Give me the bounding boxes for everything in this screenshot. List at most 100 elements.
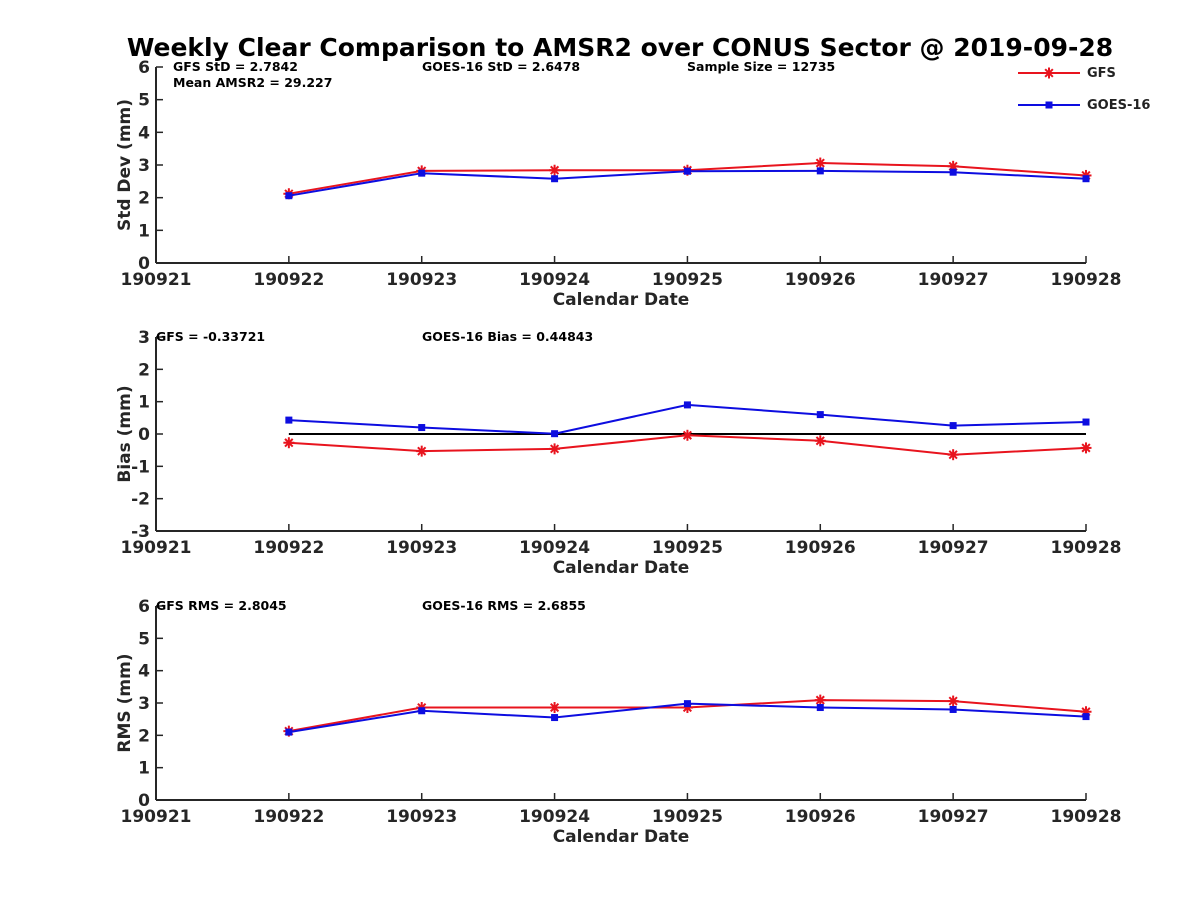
panel-1: -3 -2 -1 0 1 2 3 190921 190922 190923 190924 190925…: [115, 328, 1121, 578]
data-point-gfs: [814, 157, 826, 169]
y-tick-label: 4: [138, 662, 150, 682]
series-line-goes-16: [288, 403, 1087, 435]
data-point-goes-16: [949, 705, 957, 713]
legend-label-1: GOES-16: [1087, 98, 1150, 113]
stat-annotation: GOES-16 Bias = 0.44843: [422, 329, 593, 344]
y-tick-label: 0: [138, 791, 150, 811]
data-point-goes-16: [551, 430, 559, 438]
x-tick-label: 190924: [519, 807, 590, 827]
x-tick-label: 190926: [785, 270, 856, 290]
data-point-goes-16: [418, 169, 426, 177]
x-tick-label: 190927: [918, 807, 989, 827]
legend-label-0: GFS: [1087, 66, 1116, 81]
data-point-gfs: [416, 445, 428, 457]
y-tick-label: 3: [138, 156, 150, 176]
x-tick-label: 190927: [918, 538, 989, 558]
y-tick-label: 5: [138, 91, 150, 111]
data-point-goes-16: [683, 401, 691, 409]
legend-marker-1: [1045, 101, 1053, 109]
x-tick-label: 190928: [1051, 538, 1122, 558]
x-tick-label: 190923: [386, 807, 457, 827]
stat-annotation: GFS StD = 2.7842: [173, 59, 298, 74]
legend: GFS GOES-16: [1018, 66, 1150, 113]
x-tick-label: 190928: [1051, 270, 1122, 290]
y-tick-label: 2: [138, 360, 150, 380]
data-point-gfs: [549, 443, 561, 455]
x-axis-label: Calendar Date: [553, 827, 690, 847]
chart-panels: 0 1 2 3 4 5 6 190921 190922 190923 190924 190925 190…: [115, 58, 1121, 847]
y-tick-label: 0: [138, 425, 150, 445]
x-tick-label: 190925: [652, 807, 723, 827]
y-tick-label: 4: [138, 123, 150, 143]
stat-annotation: GOES-16 StD = 2.6478: [422, 59, 580, 74]
data-point-goes-16: [816, 411, 824, 419]
y-tick-label: -2: [131, 490, 150, 510]
data-point-goes-16: [1082, 713, 1090, 721]
y-tick-label: 1: [138, 759, 150, 779]
data-point-goes-16: [816, 704, 824, 712]
data-point-gfs: [681, 429, 693, 441]
data-point-goes-16: [949, 168, 957, 176]
panel-0: 0 1 2 3 4 5 6 190921 190922 190923 190924 190925 190…: [115, 58, 1121, 310]
data-point-goes-16: [683, 700, 691, 708]
stat-annotation: GFS = -0.33721: [156, 329, 265, 344]
y-tick-label: 5: [138, 629, 150, 649]
data-point-goes-16: [285, 416, 293, 424]
x-tick-label: 190928: [1051, 807, 1122, 827]
x-tick-label: 190924: [519, 538, 590, 558]
stat-annotation: Mean AMSR2 = 29.227: [173, 75, 332, 90]
x-tick-label: 190927: [918, 270, 989, 290]
x-tick-label: 190923: [386, 538, 457, 558]
y-tick-label: 3: [138, 328, 150, 348]
x-tick-label: 190925: [652, 538, 723, 558]
data-point-goes-16: [418, 424, 426, 432]
data-point-goes-16: [418, 707, 426, 715]
x-tick-label: 190921: [121, 270, 192, 290]
data-point-gfs: [549, 702, 561, 714]
y-tick-label: 2: [138, 726, 150, 746]
x-axis-label: Calendar Date: [553, 290, 690, 310]
data-point-gfs: [1080, 442, 1092, 454]
data-point-gfs: [947, 695, 959, 707]
y-axis-label: Std Dev (mm): [115, 99, 135, 231]
x-axis-label: Calendar Date: [553, 558, 690, 578]
y-tick-label: 1: [138, 221, 150, 241]
data-point-goes-16: [949, 422, 957, 430]
data-point-goes-16: [683, 167, 691, 175]
y-tick-label: 6: [138, 58, 150, 78]
x-tick-label: 190921: [121, 807, 192, 827]
data-point-goes-16: [816, 167, 824, 175]
data-point-goes-16: [551, 175, 559, 183]
y-tick-label: -1: [131, 457, 150, 477]
y-tick-label: 2: [138, 189, 150, 209]
y-tick-label: 6: [138, 597, 150, 617]
x-tick-label: 190926: [785, 807, 856, 827]
data-point-gfs: [283, 437, 295, 449]
x-tick-label: 190923: [386, 270, 457, 290]
y-tick-label: -3: [131, 522, 150, 542]
y-axis-label: RMS (mm): [115, 653, 135, 752]
x-tick-label: 190922: [253, 807, 324, 827]
x-tick-label: 190925: [652, 270, 723, 290]
data-point-goes-16: [1082, 175, 1090, 183]
y-tick-label: 3: [138, 694, 150, 714]
data-point-gfs: [549, 164, 561, 176]
data-point-goes-16: [285, 192, 293, 200]
stat-annotation: GFS RMS = 2.8045: [156, 598, 287, 613]
data-point-gfs: [814, 694, 826, 706]
data-point-gfs: [947, 449, 959, 461]
y-tick-label: 1: [138, 393, 150, 413]
y-axis-label: Bias (mm): [115, 385, 135, 482]
legend-marker-0: [1043, 67, 1055, 79]
stat-annotation: Sample Size = 12735: [687, 59, 835, 74]
x-tick-label: 190922: [253, 538, 324, 558]
data-point-gfs: [814, 435, 826, 447]
data-point-goes-16: [1082, 418, 1090, 426]
x-tick-label: 190926: [785, 538, 856, 558]
x-tick-label: 190921: [121, 538, 192, 558]
data-point-goes-16: [285, 728, 293, 736]
data-point-goes-16: [551, 714, 559, 722]
x-tick-label: 190922: [253, 270, 324, 290]
y-tick-label: 0: [138, 254, 150, 274]
